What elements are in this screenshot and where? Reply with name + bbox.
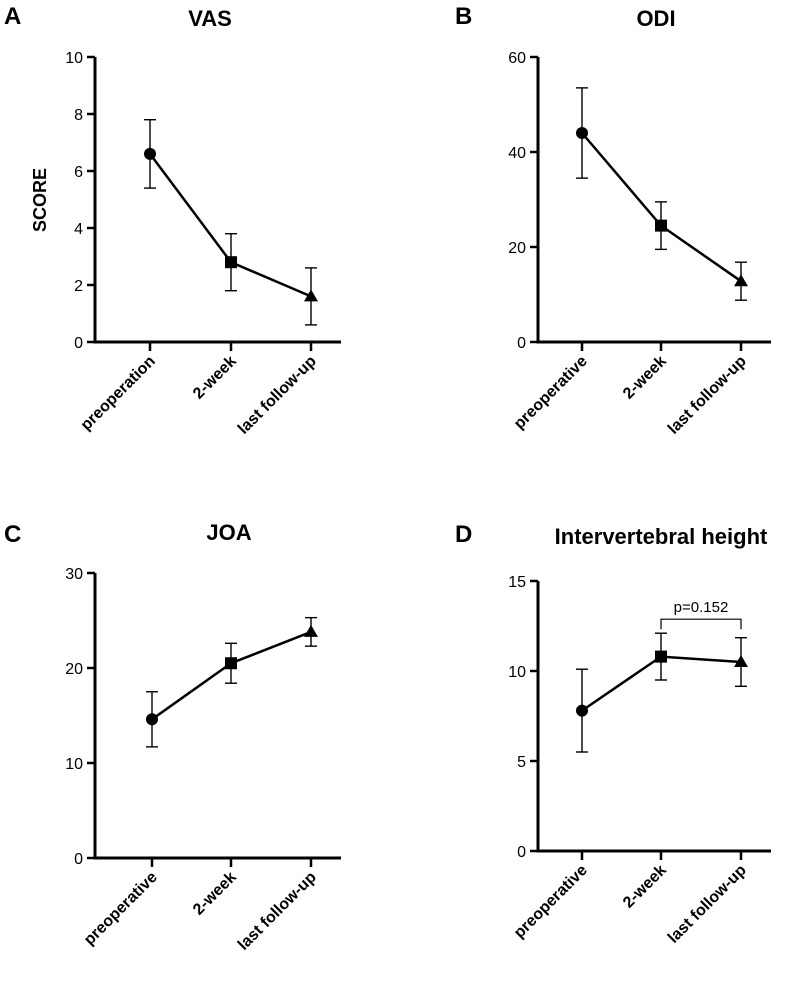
y-tick-label-a: 2 [74, 278, 83, 295]
chart-title-d: Intervertebral height [555, 524, 768, 549]
data-point-circle-c [146, 713, 158, 726]
x-tick-label-b: preoperative [511, 353, 591, 433]
significance-bracket-d [660, 618, 742, 630]
data-point-triangle-c [304, 624, 318, 637]
panel-letter-d: D [455, 521, 472, 548]
chart-title-a: VAS [188, 6, 232, 31]
x-tick-label-b: 2-week [620, 353, 670, 403]
x-tick-label-c: preoperative [81, 869, 161, 949]
y-tick-label-a: 10 [65, 50, 83, 67]
y-tick-label-a: 0 [74, 335, 83, 352]
y-tick-label-c: 0 [74, 851, 83, 868]
data-point-square-a [225, 256, 237, 269]
x-tick-label-c: last follow-up [235, 869, 320, 954]
y-tick-label-c: 10 [65, 756, 83, 773]
x-tick-label-a: last follow-up [235, 353, 320, 438]
y-tick-label-a: 4 [74, 221, 83, 238]
data-point-square-d [655, 650, 667, 663]
y-tick-label-c: 20 [65, 661, 83, 678]
y-tick-label-b: 60 [508, 50, 526, 67]
data-point-square-b [655, 219, 667, 232]
y-tick-label-b: 40 [508, 145, 526, 162]
data-point-triangle-d [734, 655, 748, 667]
x-tick-label-d: preoperative [511, 862, 591, 942]
data-point-circle-b [576, 127, 588, 139]
y-tick-label-b: 0 [517, 335, 526, 352]
chart-title-b: ODI [636, 6, 675, 31]
x-tick-label-a: preoperation [78, 353, 159, 434]
x-tick-label-a: 2-week [190, 353, 240, 403]
panel-letter-c: C [4, 521, 21, 548]
p-value-label-d: p=0.152 [674, 599, 729, 616]
panel-letter-b: B [455, 3, 472, 30]
x-tick-label-d: 2-week [620, 862, 670, 912]
y-tick-label-c: 30 [65, 566, 83, 583]
chart-title-c: JOA [206, 520, 251, 545]
y-tick-label-a: 8 [74, 107, 83, 124]
y-tick-label-b: 20 [508, 240, 526, 257]
data-point-triangle-b [734, 274, 748, 287]
data-point-circle-d [576, 704, 588, 717]
data-point-circle-a [144, 147, 156, 160]
chart-panel-d: D Intervertebral height 0 5 10 15 preoperative… [455, 521, 771, 947]
x-tick-label-d: last follow-up [665, 862, 750, 947]
y-tick-label-a: 6 [74, 164, 83, 181]
y-tick-label-d: 5 [517, 754, 526, 771]
y-tick-label-d: 10 [508, 664, 526, 681]
x-tick-label-b: last follow-up [665, 353, 750, 438]
x-tick-label-c: 2-week [190, 869, 240, 919]
panel-letter-a: A [4, 3, 21, 30]
data-point-triangle-a [304, 289, 318, 302]
data-point-square-c [225, 657, 237, 670]
y-tick-label-d: 15 [508, 574, 526, 591]
y-axis-label-a: SCORE [30, 168, 50, 232]
y-tick-label-d: 0 [517, 844, 526, 861]
